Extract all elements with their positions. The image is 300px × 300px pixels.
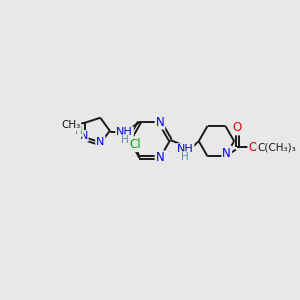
Text: C(CH₃)₃: C(CH₃)₃ <box>257 142 296 152</box>
Text: N: N <box>96 136 104 146</box>
Text: Cl: Cl <box>129 138 141 151</box>
Text: N: N <box>156 116 164 129</box>
Text: O: O <box>233 122 242 134</box>
Text: N: N <box>222 147 231 160</box>
Text: H: H <box>181 152 189 162</box>
Text: N: N <box>80 131 88 141</box>
Text: O: O <box>248 141 258 154</box>
Text: NH: NH <box>116 127 133 137</box>
Text: H: H <box>121 135 128 145</box>
Text: NH: NH <box>177 144 194 154</box>
Text: CH₃: CH₃ <box>61 120 80 130</box>
Text: N: N <box>156 151 164 164</box>
Text: H: H <box>75 126 83 136</box>
